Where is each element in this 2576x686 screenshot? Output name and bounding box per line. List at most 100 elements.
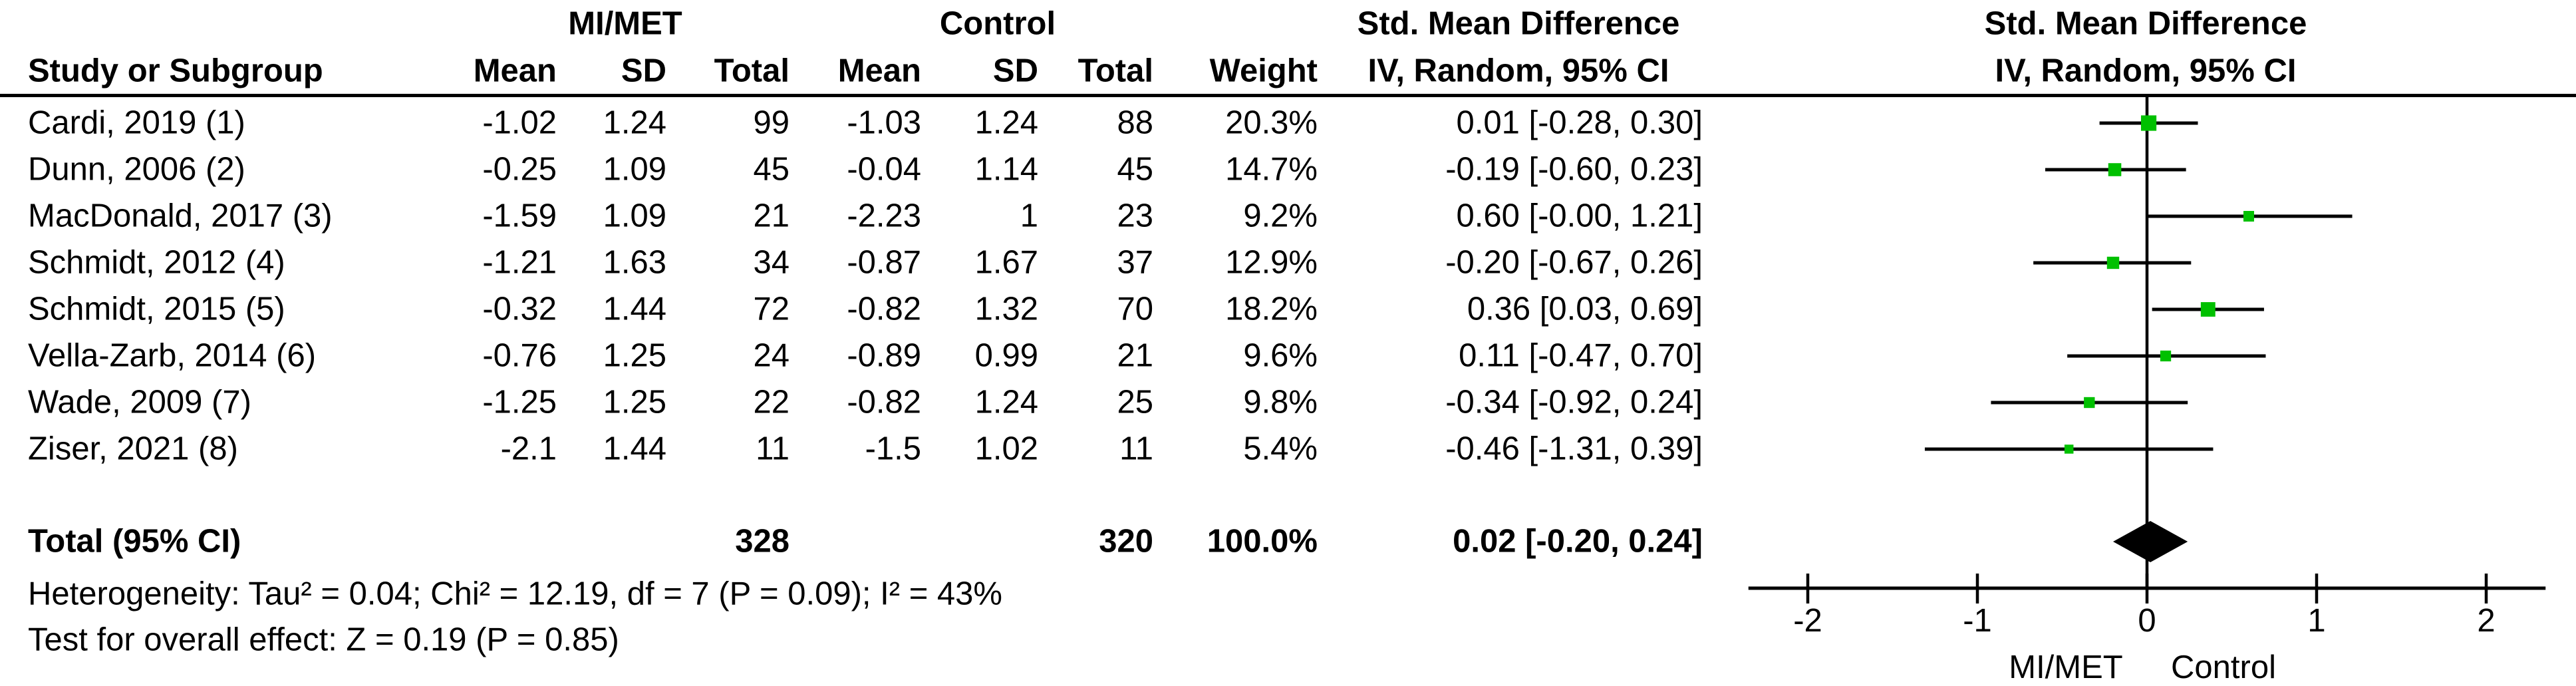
control-n: 11: [1119, 430, 1153, 467]
control-n: 23: [1117, 198, 1153, 234]
tick-label: -2: [1793, 603, 1822, 639]
row-weight: 18.2%: [1225, 291, 1318, 327]
study-column-header: Study or Subgroup: [28, 53, 323, 89]
mimet-sd: 1.63: [603, 244, 666, 281]
study-name: Ziser, 2021 (8): [28, 430, 238, 467]
effect-marker: [2084, 397, 2095, 409]
control-sd: 1.24: [974, 384, 1038, 421]
mimet-sd: 1.44: [603, 430, 666, 467]
tick-label: -1: [1963, 603, 1992, 639]
tick-label: 1: [2307, 603, 2325, 639]
row-weight: 9.8%: [1243, 384, 1318, 421]
effect-marker: [2243, 211, 2254, 222]
study-name: Dunn, 2006 (2): [28, 151, 245, 188]
tick-label: 0: [2138, 603, 2156, 639]
mimet-n: 24: [753, 337, 789, 374]
control-mean: -2.23: [847, 198, 921, 234]
mimet-n: 34: [753, 244, 789, 281]
control-sd: 1.24: [974, 104, 1038, 141]
control-mean: -0.87: [847, 244, 921, 281]
row-weight: 9.6%: [1243, 337, 1318, 374]
row-ci: 0.11 [-0.47, 0.70]: [1459, 337, 1703, 374]
ci-column-header: IV, Random, 95% CI: [1367, 53, 1669, 89]
plot-ci-header: IV, Random, 95% CI: [1995, 53, 2297, 89]
mimet-n: 11: [756, 430, 789, 467]
effect-marker: [2108, 163, 2122, 176]
total-weight: 100.0%: [1207, 523, 1318, 560]
study-name: Schmidt, 2015 (5): [28, 291, 285, 327]
study-name: MacDonald, 2017 (3): [28, 198, 333, 234]
control-mean: -0.82: [847, 384, 921, 421]
mimet-sd: 1.25: [603, 384, 666, 421]
row-ci: 0.36 [0.03, 0.69]: [1467, 291, 1703, 327]
control-sd: 0.99: [974, 337, 1038, 374]
row-weight: 5.4%: [1243, 430, 1318, 467]
group2-header: Control: [939, 5, 1056, 42]
study-name: Schmidt, 2012 (4): [28, 244, 285, 281]
effect-marker: [2200, 302, 2216, 317]
total-mimet-n: 328: [735, 523, 789, 560]
control-n: 45: [1117, 151, 1153, 188]
row-ci: 0.01 [-0.28, 0.30]: [1456, 104, 1703, 141]
control-mean: -1.03: [847, 104, 921, 141]
smd-column-header: Std. Mean Difference: [1357, 5, 1680, 42]
mimet-mean: -0.32: [482, 291, 557, 327]
effect-marker: [2160, 350, 2172, 362]
row-ci: -0.20 [-0.67, 0.26]: [1445, 244, 1703, 281]
control-mean: -0.04: [847, 151, 921, 188]
total-ci: 0.02 [-0.20, 0.24]: [1453, 523, 1703, 560]
mimet-n: 45: [753, 151, 789, 188]
header-underline: [0, 94, 2576, 97]
mimet-sd: 1.44: [603, 291, 666, 327]
mimet-sd: 1.09: [603, 198, 666, 234]
control-n: 88: [1117, 104, 1153, 141]
study-name: Cardi, 2019 (1): [28, 104, 245, 141]
control-n: 21: [1117, 337, 1153, 374]
row-ci: -0.19 [-0.60, 0.23]: [1445, 151, 1703, 188]
pooled-diamond: [2113, 521, 2188, 562]
control-sd: 1.32: [974, 291, 1038, 327]
control-mean: -0.82: [847, 291, 921, 327]
control-n: 37: [1117, 244, 1153, 281]
control-n: 25: [1117, 384, 1153, 421]
row-weight: 14.7%: [1225, 151, 1318, 188]
control-sd: 1.14: [974, 151, 1038, 188]
control-mean-header: Mean: [837, 53, 921, 89]
row-weight: 12.9%: [1225, 244, 1318, 281]
control-total-header: Total: [1077, 53, 1153, 89]
control-mean: -0.89: [847, 337, 921, 374]
mimet-mean: -1.25: [482, 384, 557, 421]
mimet-mean: -1.21: [482, 244, 557, 281]
mimet-mean: -0.76: [482, 337, 557, 374]
mimet-total-header: Total: [714, 53, 789, 89]
mimet-n: 21: [753, 198, 789, 234]
group1-header: MI/MET: [568, 5, 682, 42]
xaxis-right-group-label: Control: [2171, 649, 2276, 685]
mimet-sd: 1.24: [603, 104, 666, 141]
mimet-sd: 1.25: [603, 337, 666, 374]
weight-header: Weight: [1209, 53, 1318, 89]
control-n: 70: [1117, 291, 1153, 327]
mimet-sd: 1.09: [603, 151, 666, 188]
mimet-mean: -2.1: [500, 430, 557, 467]
mimet-n: 72: [753, 291, 789, 327]
effect-marker: [2064, 444, 2074, 454]
row-ci: 0.60 [-0.00, 1.21]: [1456, 198, 1703, 234]
mimet-n: 22: [753, 384, 789, 421]
plot-smd-header: Std. Mean Difference: [1984, 5, 2307, 42]
control-mean: -1.5: [865, 430, 921, 467]
mimet-n: 99: [753, 104, 789, 141]
total-control-n: 320: [1099, 523, 1153, 560]
row-weight: 9.2%: [1243, 198, 1318, 234]
control-sd: 1: [1020, 198, 1038, 234]
overall-effect-note: Test for overall effect: Z = 0.19 (P = 0…: [28, 621, 619, 658]
effect-marker: [2106, 256, 2120, 269]
mimet-mean: -1.02: [482, 104, 557, 141]
mimet-sd-header: SD: [621, 53, 666, 89]
mimet-mean: -0.25: [482, 151, 557, 188]
study-name: Wade, 2009 (7): [28, 384, 251, 421]
tick-label: 2: [2477, 603, 2495, 639]
control-sd-header: SD: [992, 53, 1038, 89]
